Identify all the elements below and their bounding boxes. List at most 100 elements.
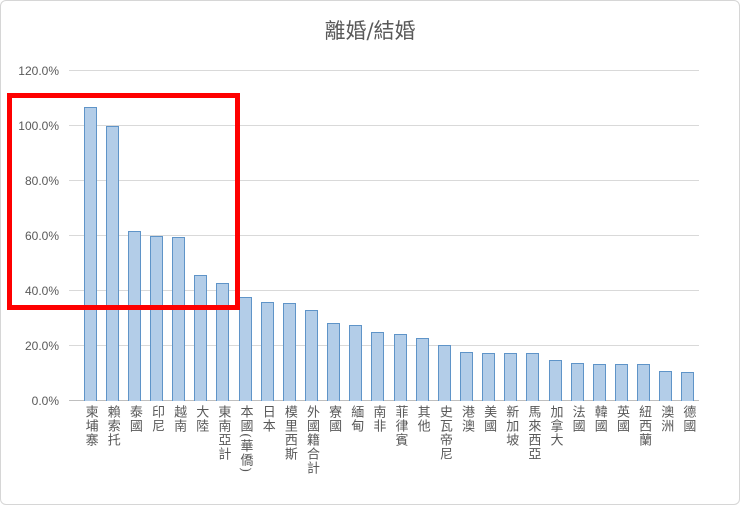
x-axis-label-slot: 日本 [256, 405, 278, 475]
x-axis-category-label: 澳洲 [658, 405, 674, 433]
bar-slot [677, 71, 699, 401]
bar-寮國 [327, 322, 341, 401]
x-axis-label-slot: 紐西蘭 [633, 405, 655, 475]
bar-日本 [260, 302, 274, 401]
bar-東南亞計 [216, 282, 230, 401]
y-axis: 0.0% 20.0% 40.0% 60.0% 80.0% 100.0% 120.0% [1, 64, 63, 408]
bar-slot [433, 71, 455, 401]
x-axis-label-slot: 柬埔寨 [79, 405, 101, 475]
bar-slot [633, 71, 655, 401]
x-axis-category-label: 美國 [481, 405, 497, 433]
x-axis-category-label: 日本 [259, 405, 275, 433]
x-axis-label-slot: 菲律賓 [389, 405, 411, 475]
bar-series [79, 71, 699, 401]
x-axis-category-label: 印尼 [148, 405, 164, 433]
bar-本國(華僑) [238, 296, 252, 401]
plot-area [69, 70, 699, 401]
x-axis-label-slot: 加拿大 [544, 405, 566, 475]
bar-slot [610, 71, 632, 401]
bar-法國 [570, 362, 584, 401]
x-axis-category-label: 東南亞計 [215, 405, 231, 461]
x-axis-category-label: 緬甸 [348, 405, 364, 433]
x-axis-label-slot: 賴索托 [101, 405, 123, 475]
bar-slot [212, 71, 234, 401]
x-axis-label-slot: 港澳 [455, 405, 477, 475]
bar-新加坡 [504, 352, 518, 401]
x-axis-category-label: 英國 [613, 405, 629, 433]
x-axis: 柬埔寨 賴索托 泰國 印尼 越南 大陸 東南亞計 本國(華僑) 日本 模里西斯 外國籍合計 寮國 緬甸南… [79, 405, 699, 475]
x-axis-category-label: 港澳 [458, 405, 474, 433]
bar-slot [234, 71, 256, 401]
y-axis-tick-label: 80.0% [24, 174, 59, 188]
bar-slot [79, 71, 101, 401]
x-axis-category-label: 新加坡 [503, 405, 519, 447]
x-axis-label-slot: 英國 [610, 405, 632, 475]
x-axis-category-label: 賴索托 [104, 405, 120, 447]
bar-澳洲 [659, 370, 673, 401]
x-axis-label-slot: 東南亞計 [212, 405, 234, 475]
x-axis-category-label: 泰國 [126, 405, 142, 433]
x-axis-label-slot: 法國 [566, 405, 588, 475]
x-axis-category-label: 外國籍合計 [303, 405, 319, 475]
x-axis-label-slot: 韓國 [588, 405, 610, 475]
bar-slot [655, 71, 677, 401]
x-axis-label-slot: 越南 [168, 405, 190, 475]
x-axis-category-label: 柬埔寨 [82, 405, 98, 447]
gridline [69, 180, 699, 181]
x-axis-category-label: 德國 [680, 405, 696, 433]
x-axis-category-label: 菲律賓 [392, 405, 408, 447]
bar-賴索托 [105, 126, 119, 401]
bar-美國 [482, 352, 496, 401]
bar-柬埔寨 [83, 106, 97, 401]
x-axis-label-slot: 新加坡 [500, 405, 522, 475]
bar-英國 [614, 363, 628, 401]
x-axis-category-label: 越南 [171, 405, 187, 433]
x-axis-label-slot: 模里西斯 [278, 405, 300, 475]
x-axis-category-label: 模里西斯 [281, 405, 297, 461]
bar-slot [522, 71, 544, 401]
bar-slot [278, 71, 300, 401]
bar-slot [367, 71, 389, 401]
bar-外國籍合計 [304, 310, 318, 401]
x-axis-label-slot: 外國籍合計 [300, 405, 322, 475]
x-axis-category-label: 本國(華僑) [237, 405, 253, 474]
bar-slot [544, 71, 566, 401]
x-axis-category-label: 其他 [414, 405, 430, 433]
y-axis-tick-label: 0.0% [31, 394, 59, 408]
bar-越南 [172, 237, 186, 401]
x-axis-category-label: 南非 [370, 405, 386, 433]
x-axis-category-label: 馬來西亞 [525, 405, 541, 461]
y-axis-tick-label: 100.0% [18, 119, 59, 133]
bar-模里西斯 [282, 303, 296, 401]
bar-slot [478, 71, 500, 401]
bar-史瓦帝尼 [437, 344, 451, 401]
y-axis-tick-label: 20.0% [24, 339, 59, 353]
bar-紐西蘭 [637, 363, 651, 401]
y-axis-tick-label: 60.0% [24, 229, 59, 243]
bar-slot [566, 71, 588, 401]
bar-slot [300, 71, 322, 401]
x-axis-category-label: 大陸 [193, 405, 209, 433]
bar-大陸 [194, 274, 208, 401]
gridline [69, 235, 699, 236]
y-axis-tick-label: 120.0% [18, 64, 59, 78]
gridline [69, 290, 699, 291]
x-axis-label-slot: 本國(華僑) [234, 405, 256, 475]
gridline [69, 70, 699, 71]
bar-slot [123, 71, 145, 401]
x-axis-label-slot: 緬甸 [345, 405, 367, 475]
y-axis-tick-label: 40.0% [24, 284, 59, 298]
x-axis-label-slot: 德國 [677, 405, 699, 475]
chart-title: 離婚/結婚 [324, 19, 416, 43]
bar-slot [323, 71, 345, 401]
x-axis-label-slot: 大陸 [190, 405, 212, 475]
bar-slot [389, 71, 411, 401]
bar-韓國 [592, 363, 606, 401]
bar-slot [411, 71, 433, 401]
bar-港澳 [459, 351, 473, 401]
bar-南非 [371, 332, 385, 401]
x-axis-category-label: 加拿大 [547, 405, 563, 447]
bar-slot [345, 71, 367, 401]
bar-slot [190, 71, 212, 401]
